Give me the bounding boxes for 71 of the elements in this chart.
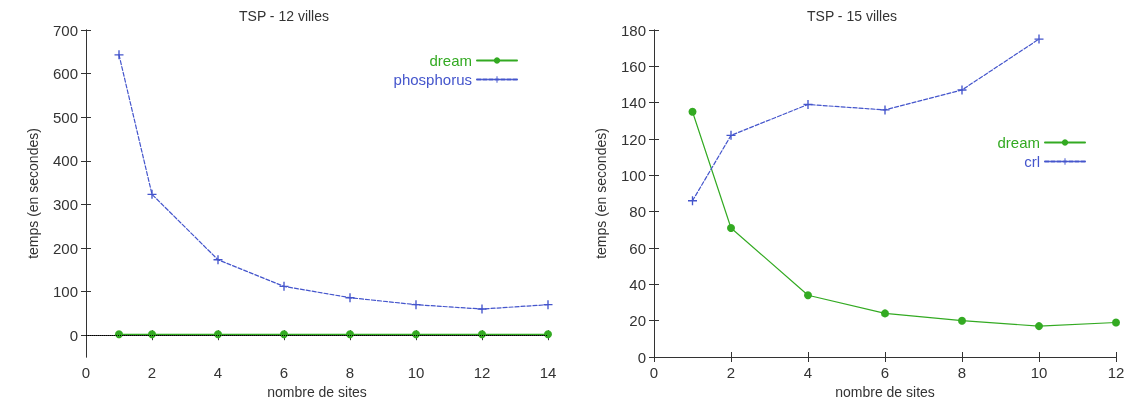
y-tick-label: 0 [69,326,78,344]
point [1034,34,1044,44]
point [280,330,288,339]
x-tick-label: 6 [880,364,890,381]
x-tick-label: 8 [957,364,967,381]
x-tick-label: 12 [473,364,491,381]
x-tick-label: 14 [539,364,557,381]
point [544,330,552,339]
legend-label: dream [997,134,1040,151]
point [804,291,812,300]
x-axis-title: nombre de sites [835,383,935,400]
x-tick-label: 2 [147,364,157,381]
point [688,107,697,116]
y-tick-label: 700 [52,21,78,39]
y-tick-label: 120 [620,130,646,148]
x-tick-label: 12 [1107,364,1125,381]
point [115,330,123,339]
legend-label: dream [429,52,472,69]
y-tick-label: 400 [52,152,78,170]
y-tick-label: 0 [637,348,646,366]
y-tick-label: 160 [620,57,646,75]
x-tick-label: 8 [345,364,355,381]
x-tick-label: 2 [726,364,736,381]
point [345,293,355,303]
y-tick-label: 100 [620,166,646,184]
x-tick-label: 0 [81,364,91,381]
x-tick-label: 10 [1030,364,1048,381]
point [214,330,222,339]
y-axis-title: temps (en secondes) [593,128,609,259]
point [1112,318,1120,327]
y-tick-label: 100 [52,283,78,301]
point [881,309,889,318]
y-tick-label: 80 [629,203,646,221]
point [412,330,420,339]
point [147,189,157,199]
point [880,105,890,115]
x-tick-label: 4 [803,364,813,381]
point [957,85,967,95]
y-tick-label: 200 [52,239,78,257]
point [543,300,553,310]
x-tick-label: 10 [407,364,425,381]
legend-label: phosphorus [393,71,472,88]
point [346,330,354,339]
point [958,316,966,325]
y-axis-title: temps (en secondes) [25,128,41,259]
legend-label: crl [1024,153,1040,170]
point [148,330,156,339]
point [213,255,223,265]
point [477,304,487,314]
chart-title: TSP - 15 villes [807,8,897,24]
point [411,300,421,310]
x-axis-title: nombre de sites [267,383,367,400]
point [1035,322,1043,331]
y-tick-label: 40 [629,275,646,293]
y-tick-label: 180 [620,21,646,39]
y-tick-label: 60 [629,239,646,257]
point [279,281,289,291]
x-tick-label: 6 [279,364,289,381]
point [803,99,813,109]
point [727,224,735,233]
x-tick-label: 0 [649,364,659,381]
point [726,130,736,140]
chart-title: TSP - 12 villes [239,8,329,24]
x-tick-label: 4 [213,364,223,381]
y-tick-label: 140 [620,94,646,112]
y-tick-label: 20 [629,312,646,330]
y-tick-label: 500 [52,108,78,126]
point [114,50,124,60]
point [478,330,486,339]
y-tick-label: 600 [52,65,78,83]
y-tick-label: 300 [52,195,78,213]
